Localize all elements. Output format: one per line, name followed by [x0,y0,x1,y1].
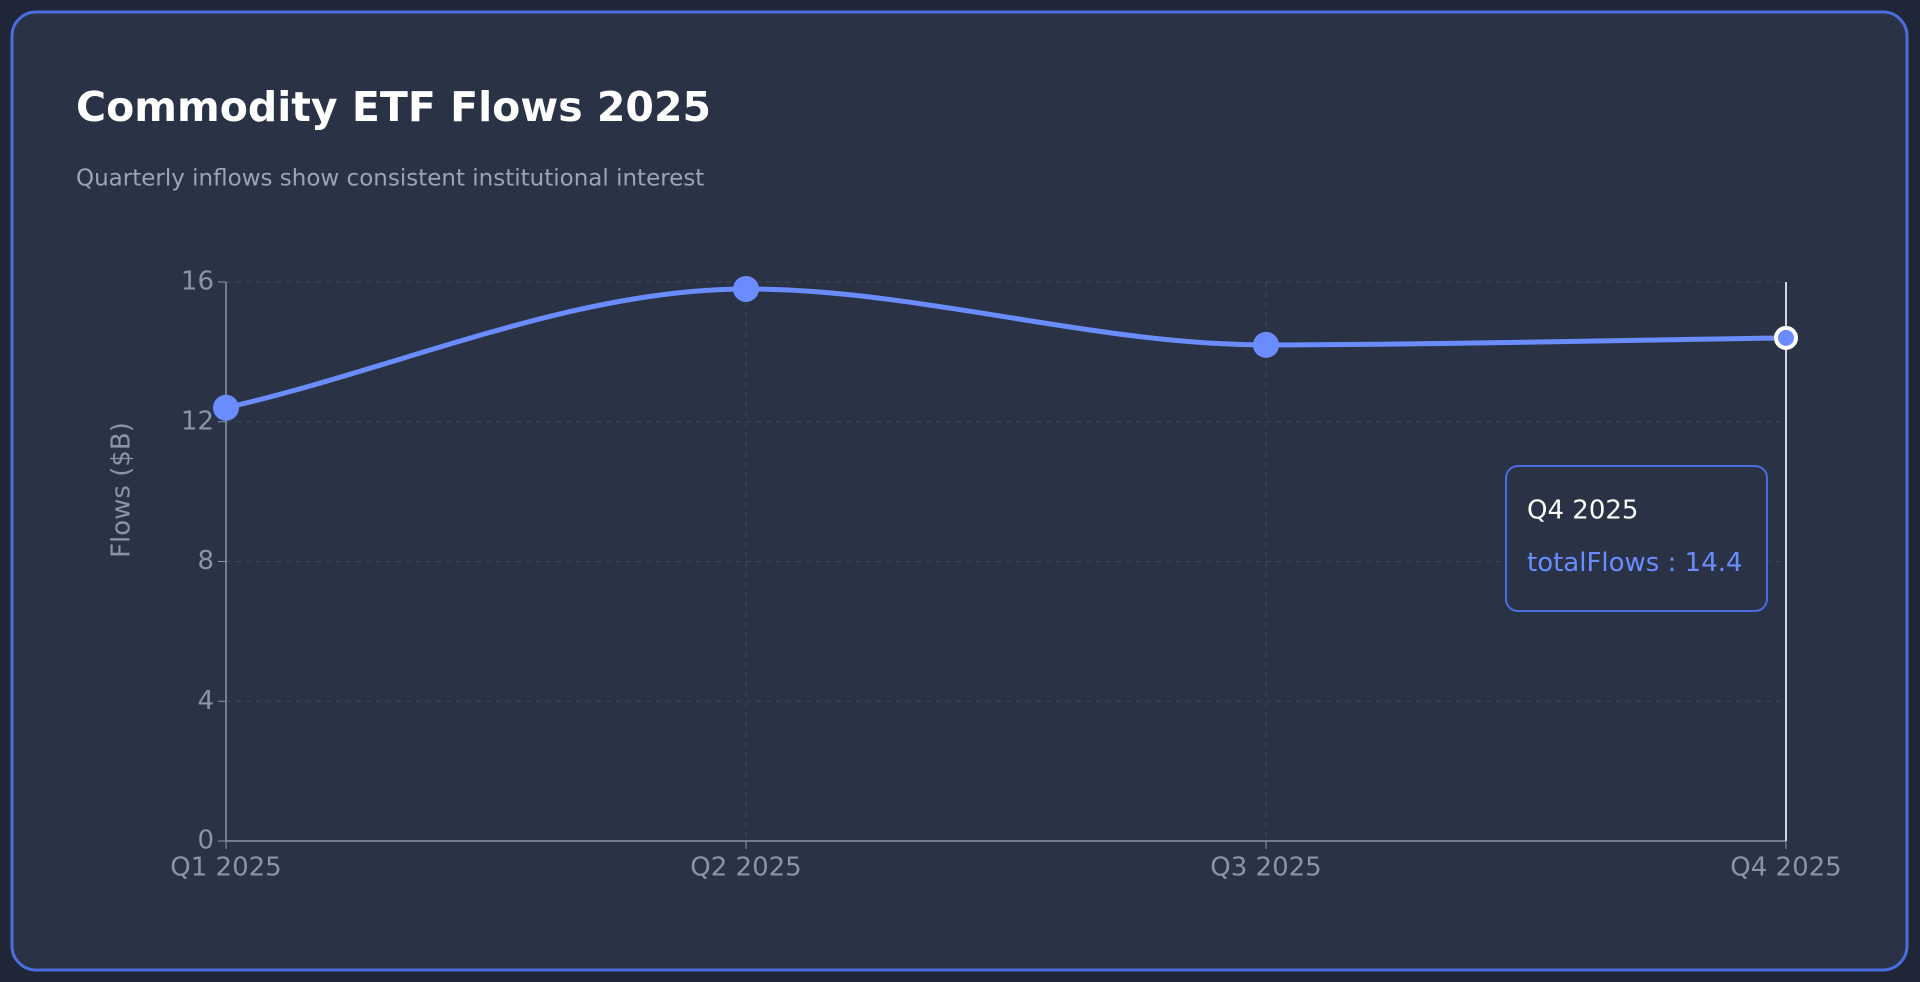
y-tick-label: 16 [181,267,214,297]
line [225,286,1787,411]
chart-title: Commodity ETF Flows 2025 [76,83,711,131]
dot [733,275,759,302]
x-tick-label: Q2 2025 [690,853,801,883]
y-tick-label: 4 [197,686,214,716]
tooltip-box [1505,465,1768,612]
tooltip-title: Q4 2025 [1527,496,1638,526]
tooltip-part: totalFlows [1527,548,1659,578]
y-tick-label: 12 [181,406,214,436]
card [10,10,1909,972]
y-tick-label: 0 [197,826,214,856]
tooltip-value: totalFlows : 14.4 [1527,548,1743,578]
y-axis-label: Flows ($B) [107,422,137,558]
active-dot [1774,325,1798,350]
tooltip-part: 14.4 [1685,548,1743,578]
tooltip-part: : [1659,548,1684,578]
x-tick-label: Q4 2025 [1730,853,1841,883]
y-tick-label: 8 [197,546,214,576]
x-tick-label: Q3 2025 [1210,853,1321,883]
chart-subtitle: Quarterly inflows show consistent instit… [76,166,704,192]
dot [1253,331,1279,358]
x-tick-label: Q1 2025 [170,853,281,883]
dot [213,394,239,421]
tooltip: Q4 2025 totalFlows : 14.4 [1505,465,1768,612]
